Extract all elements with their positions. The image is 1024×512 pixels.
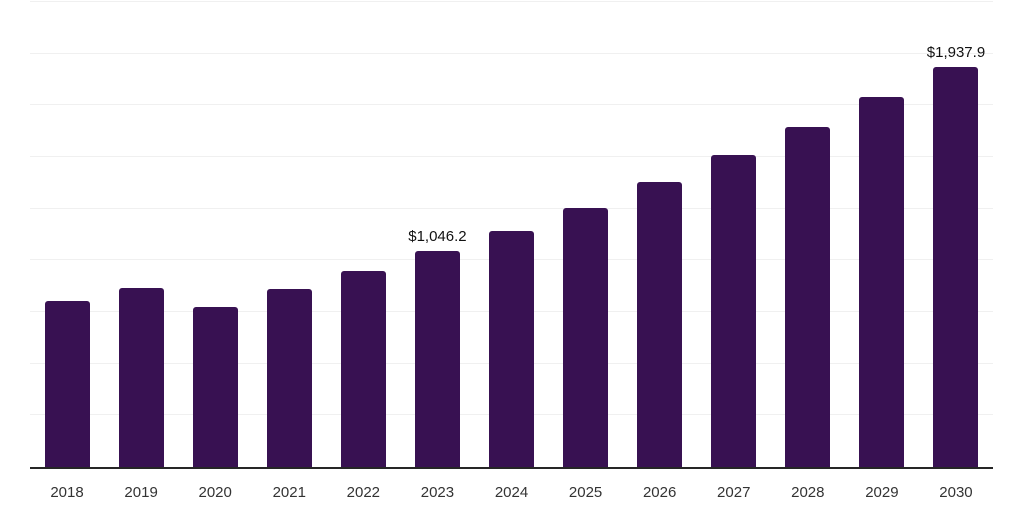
value-label-2030: $1,937.9: [926, 43, 986, 61]
x-tick-2020: 2020: [198, 484, 232, 501]
bar-2026: [637, 182, 683, 467]
bar-column-2028: [771, 2, 845, 467]
gridline: [30, 1, 993, 2]
bar-2019: [118, 287, 164, 467]
bar-column-2027: [697, 2, 771, 467]
x-tick-2018: 2018: [50, 484, 84, 501]
bar-column-2026: [623, 2, 697, 467]
x-tick-2021: 2021: [272, 484, 306, 501]
x-tick-2028: 2028: [791, 484, 825, 501]
bar-2025: [563, 207, 609, 467]
bar-2030: [933, 66, 979, 467]
bar-column-2025: [549, 2, 623, 467]
bar-column-2020: [178, 2, 252, 467]
bar-2021: [266, 288, 312, 467]
bar-column-2023: $1,046.2: [400, 2, 474, 467]
plot-area: $1,046.2 $1,937.9: [30, 1, 993, 469]
bar-2028: [785, 127, 831, 467]
bar-2023: [414, 250, 460, 467]
gridline: [30, 52, 993, 54]
x-tick-2023: 2023: [420, 484, 455, 501]
x-tick-2022: 2022: [346, 484, 381, 501]
bar-2020: [192, 306, 238, 467]
bar-columns: $1,046.2 $1,937.9: [30, 2, 993, 467]
x-tick-2029: 2029: [865, 484, 899, 501]
gridline: [30, 207, 993, 209]
bar-column-2021: [252, 2, 326, 467]
x-tick-2026: 2026: [642, 484, 677, 501]
bar-2018: [44, 300, 90, 467]
bar-column-2018: [30, 2, 104, 467]
bar-2024: [489, 230, 534, 467]
x-tick-2019: 2019: [124, 484, 158, 501]
bar-column-2024: [474, 2, 548, 467]
x-tick-2025: 2025: [568, 484, 603, 501]
x-tick-2024: 2024: [494, 484, 529, 501]
bar-column-2030: $1,937.9: [919, 2, 993, 467]
x-axis-labels: 2018 2019 2020 2021 2022 2023 2024 2025 2026 2027…: [30, 471, 993, 512]
bar-2027: [711, 155, 757, 467]
value-label-2023: $1,046.2: [408, 227, 467, 245]
bar-column-2019: [104, 2, 178, 467]
gridline: [30, 104, 993, 106]
bar-2029: [859, 97, 905, 467]
bar-2022: [340, 270, 386, 467]
x-tick-2027: 2027: [717, 484, 751, 501]
bar-column-2022: [326, 2, 400, 467]
bar-column-2029: [845, 2, 919, 467]
x-tick-2030: 2030: [939, 484, 973, 501]
gridline: [30, 156, 993, 158]
